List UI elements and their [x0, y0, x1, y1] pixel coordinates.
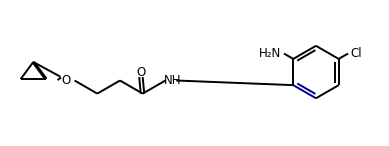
- Text: O: O: [137, 66, 146, 79]
- Text: O: O: [61, 74, 71, 87]
- Text: H₂N: H₂N: [259, 47, 281, 60]
- Text: Cl: Cl: [350, 47, 362, 60]
- Text: NH: NH: [164, 74, 181, 87]
